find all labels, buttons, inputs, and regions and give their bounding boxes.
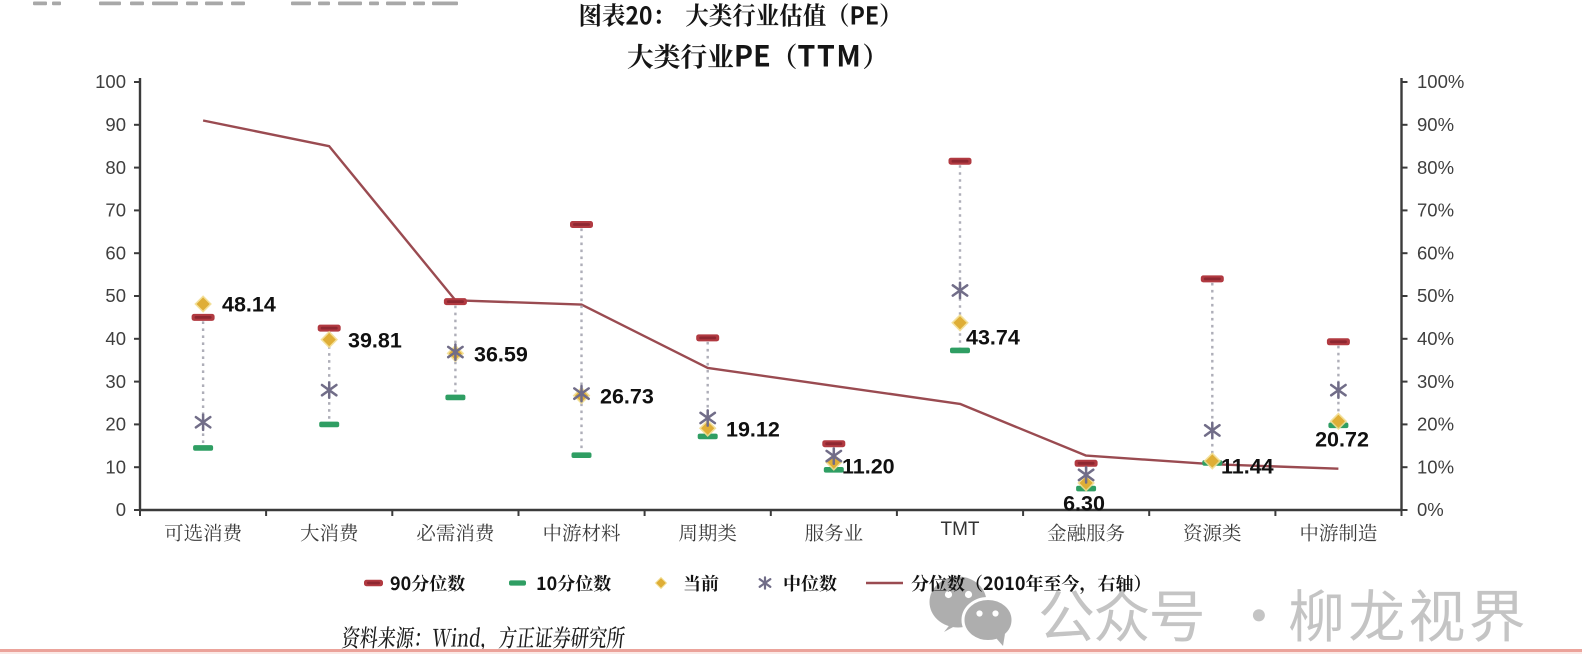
- svg-text:0%: 0%: [1417, 499, 1444, 520]
- svg-text:70%: 70%: [1417, 200, 1454, 221]
- svg-text:60: 60: [105, 242, 126, 263]
- svg-text:30: 30: [105, 371, 126, 392]
- svg-text:50%: 50%: [1417, 285, 1454, 306]
- svg-text:26.73: 26.73: [600, 385, 654, 409]
- svg-text:20: 20: [105, 414, 126, 435]
- svg-text:48.14: 48.14: [222, 293, 276, 317]
- svg-text:0: 0: [116, 499, 126, 520]
- svg-text:11.44: 11.44: [1221, 455, 1274, 479]
- svg-text:19.12: 19.12: [726, 418, 780, 442]
- svg-text:40%: 40%: [1417, 328, 1454, 349]
- svg-text:20.72: 20.72: [1315, 428, 1369, 452]
- svg-text:70: 70: [105, 200, 126, 221]
- svg-text:80: 80: [105, 157, 126, 178]
- svg-text:10: 10: [105, 456, 126, 477]
- svg-text:90: 90: [105, 114, 126, 135]
- svg-text:39.81: 39.81: [348, 329, 402, 353]
- svg-text:100%: 100%: [1417, 71, 1464, 92]
- svg-text:11.20: 11.20: [842, 455, 895, 479]
- svg-text:100: 100: [95, 71, 126, 92]
- svg-text:50: 50: [105, 285, 126, 306]
- svg-text:30%: 30%: [1417, 371, 1454, 392]
- svg-text:TMT: TMT: [940, 519, 979, 540]
- svg-text:20%: 20%: [1417, 414, 1454, 435]
- svg-text:90%: 90%: [1417, 114, 1454, 135]
- svg-text:80%: 80%: [1417, 157, 1454, 178]
- svg-text:36.59: 36.59: [474, 343, 528, 367]
- svg-text:10%: 10%: [1417, 456, 1454, 477]
- svg-text:6.30: 6.30: [1063, 492, 1105, 516]
- svg-text:60%: 60%: [1417, 242, 1454, 263]
- svg-text:40: 40: [105, 328, 126, 349]
- svg-text:43.74: 43.74: [966, 326, 1020, 350]
